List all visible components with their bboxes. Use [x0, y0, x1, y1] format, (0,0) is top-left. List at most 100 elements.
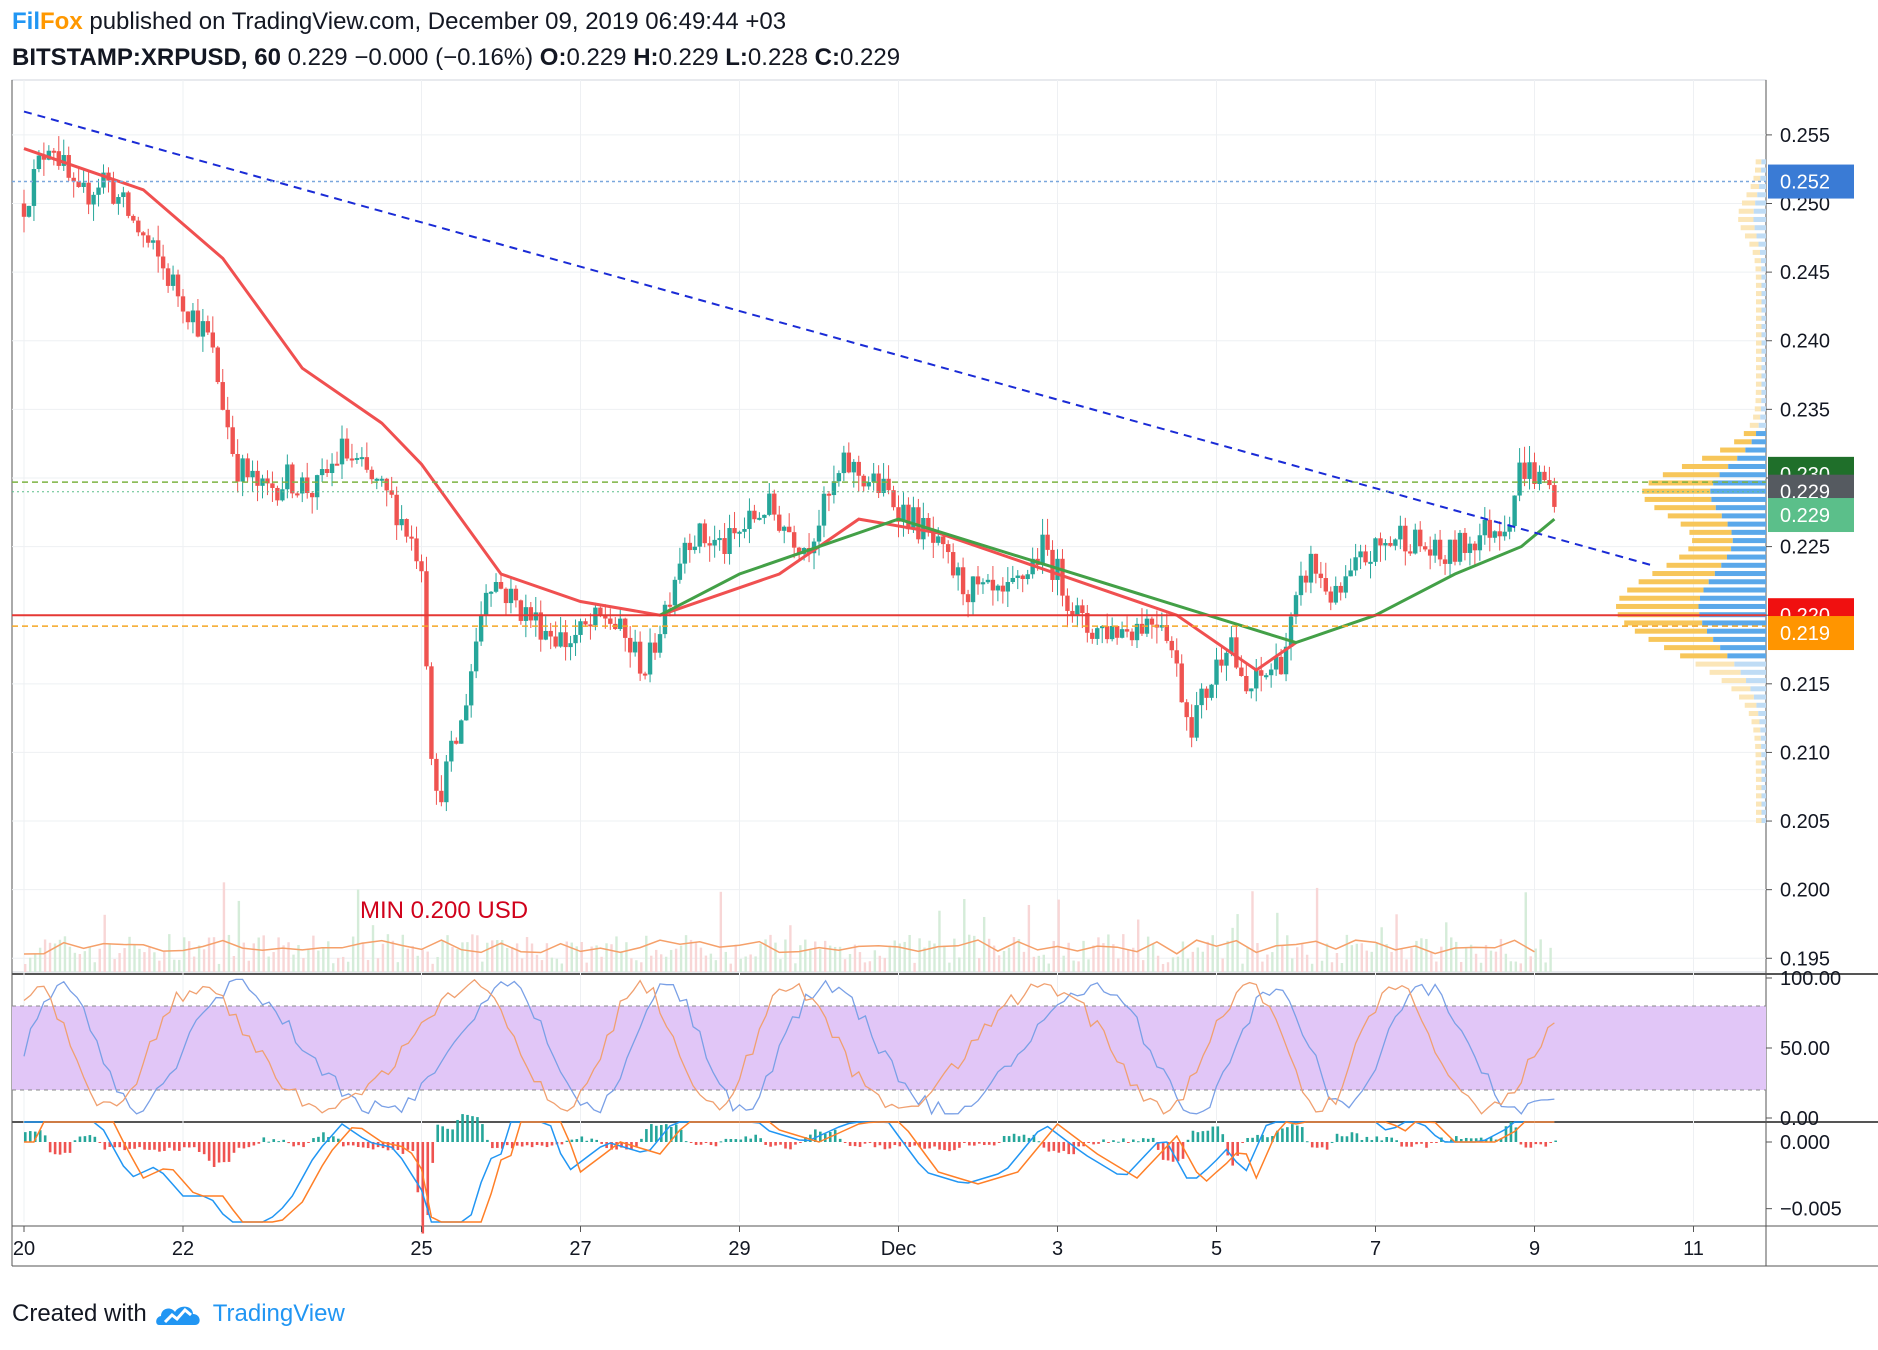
volume-profile-down-bar	[1754, 406, 1761, 412]
stochastic-tick-label: 50.00	[1780, 1038, 1830, 1060]
volume-bar	[58, 939, 62, 972]
macd-bar	[466, 1114, 469, 1142]
macd-bar	[888, 1142, 892, 1149]
volume-bar	[1017, 939, 1021, 972]
volume-bar	[1271, 952, 1274, 972]
volume-bar	[908, 934, 911, 972]
candle-down	[1532, 462, 1537, 484]
candle-down	[160, 256, 166, 269]
volume-bar	[684, 935, 688, 972]
volume-bar	[928, 940, 931, 972]
macd-bar	[1286, 1127, 1289, 1142]
tradingview-brand[interactable]: TradingView	[212, 1300, 345, 1327]
macd-bar	[913, 1142, 917, 1146]
macd-bar	[1117, 1141, 1120, 1143]
volume-bar	[381, 943, 385, 972]
candle-up	[881, 478, 886, 494]
macd-bar	[1166, 1142, 1170, 1161]
candle-up	[26, 205, 32, 217]
macd-bar	[1256, 1134, 1259, 1142]
macd-bar	[257, 1142, 261, 1144]
macd-bar	[1231, 1142, 1235, 1166]
volume-bar	[1181, 941, 1185, 972]
volume-bar	[1405, 959, 1408, 972]
volume-bar	[1117, 958, 1120, 972]
volume-bar	[1286, 935, 1289, 972]
candle-up	[841, 452, 847, 474]
macd-bar	[356, 1142, 360, 1148]
volume-profile-up-bar	[1745, 447, 1766, 453]
volume-bar	[774, 942, 777, 972]
candle-up	[493, 581, 499, 592]
volume-profile-down-bar	[1664, 645, 1721, 651]
macd-bar	[391, 1142, 395, 1150]
volume-profile-down-bar	[1755, 776, 1762, 782]
volume-bar	[535, 954, 539, 972]
macd-bar	[247, 1142, 251, 1148]
volume-bar	[1002, 951, 1006, 972]
macd-bar	[729, 1138, 733, 1142]
volume-bar	[1132, 947, 1135, 972]
volume-bar	[441, 941, 444, 972]
volume-profile-up-bar	[1761, 167, 1766, 173]
candle-up	[1095, 628, 1100, 639]
low-label: L:	[725, 44, 748, 71]
macd-bar	[68, 1142, 72, 1153]
candle-up	[1015, 575, 1020, 578]
volume-profile-down-bar	[1720, 447, 1746, 453]
volume-profile-up-bar	[1760, 406, 1766, 412]
volume-bar	[118, 953, 121, 972]
macd-bar	[565, 1140, 569, 1142]
volume-bar	[163, 951, 166, 972]
volume-profile-down-bar	[1744, 233, 1757, 239]
candle-down	[642, 673, 648, 676]
volume-profile-up-bar	[1760, 175, 1766, 181]
macd-bar	[883, 1142, 887, 1150]
candle-down	[1149, 618, 1155, 625]
macd-bar	[645, 1129, 648, 1142]
volume-profile-up-bar	[1727, 521, 1766, 527]
macd-bar	[28, 1131, 32, 1142]
volume-profile-up-bar	[1761, 373, 1766, 379]
volume-bar	[828, 945, 832, 972]
candle-down	[324, 469, 330, 474]
candle-up	[1333, 585, 1338, 603]
candle-up	[96, 187, 101, 195]
volume-bar	[689, 939, 693, 972]
macd-bar	[1141, 1138, 1145, 1142]
candle-up	[578, 621, 583, 635]
volume-bar	[486, 942, 489, 972]
candle-up	[459, 720, 464, 744]
candle-down	[424, 571, 429, 667]
candle-up	[101, 172, 106, 188]
volume-bar	[436, 956, 439, 972]
volume-profile-down-bar	[1751, 719, 1760, 725]
candle-down	[165, 268, 171, 286]
volume-profile-up-bar	[1760, 727, 1766, 733]
volume-bar	[1077, 961, 1080, 972]
volume-bar	[903, 941, 906, 972]
macd-bar	[1529, 1142, 1533, 1148]
volume-bar	[396, 962, 400, 972]
candle-down	[290, 464, 295, 494]
time-axis: 20 22 25 27 29 Dec 3 5 7 9 11	[13, 1226, 1704, 1260]
volume-bar	[1276, 912, 1279, 972]
volume-profile-up-bar	[1761, 793, 1766, 799]
candle-up	[692, 546, 697, 551]
candle-up	[677, 563, 683, 580]
price-tick-label: 0.210	[1780, 742, 1830, 764]
macd-bar	[237, 1142, 241, 1148]
volume-profile-down-bar	[1755, 348, 1762, 354]
volume-profile-up-bar	[1732, 538, 1766, 544]
macd-bar	[1236, 1142, 1239, 1156]
volume-bar	[938, 910, 941, 972]
candle-up	[1502, 531, 1507, 537]
candle-up	[866, 482, 871, 487]
macd-bar	[426, 1142, 430, 1215]
macd-bar	[1539, 1142, 1543, 1145]
macd-bar	[416, 1142, 420, 1193]
volume-profile-up-bar	[1759, 184, 1766, 190]
volume-profile-down-bar	[1648, 636, 1714, 642]
volume-profile-up-bar	[1756, 233, 1766, 239]
